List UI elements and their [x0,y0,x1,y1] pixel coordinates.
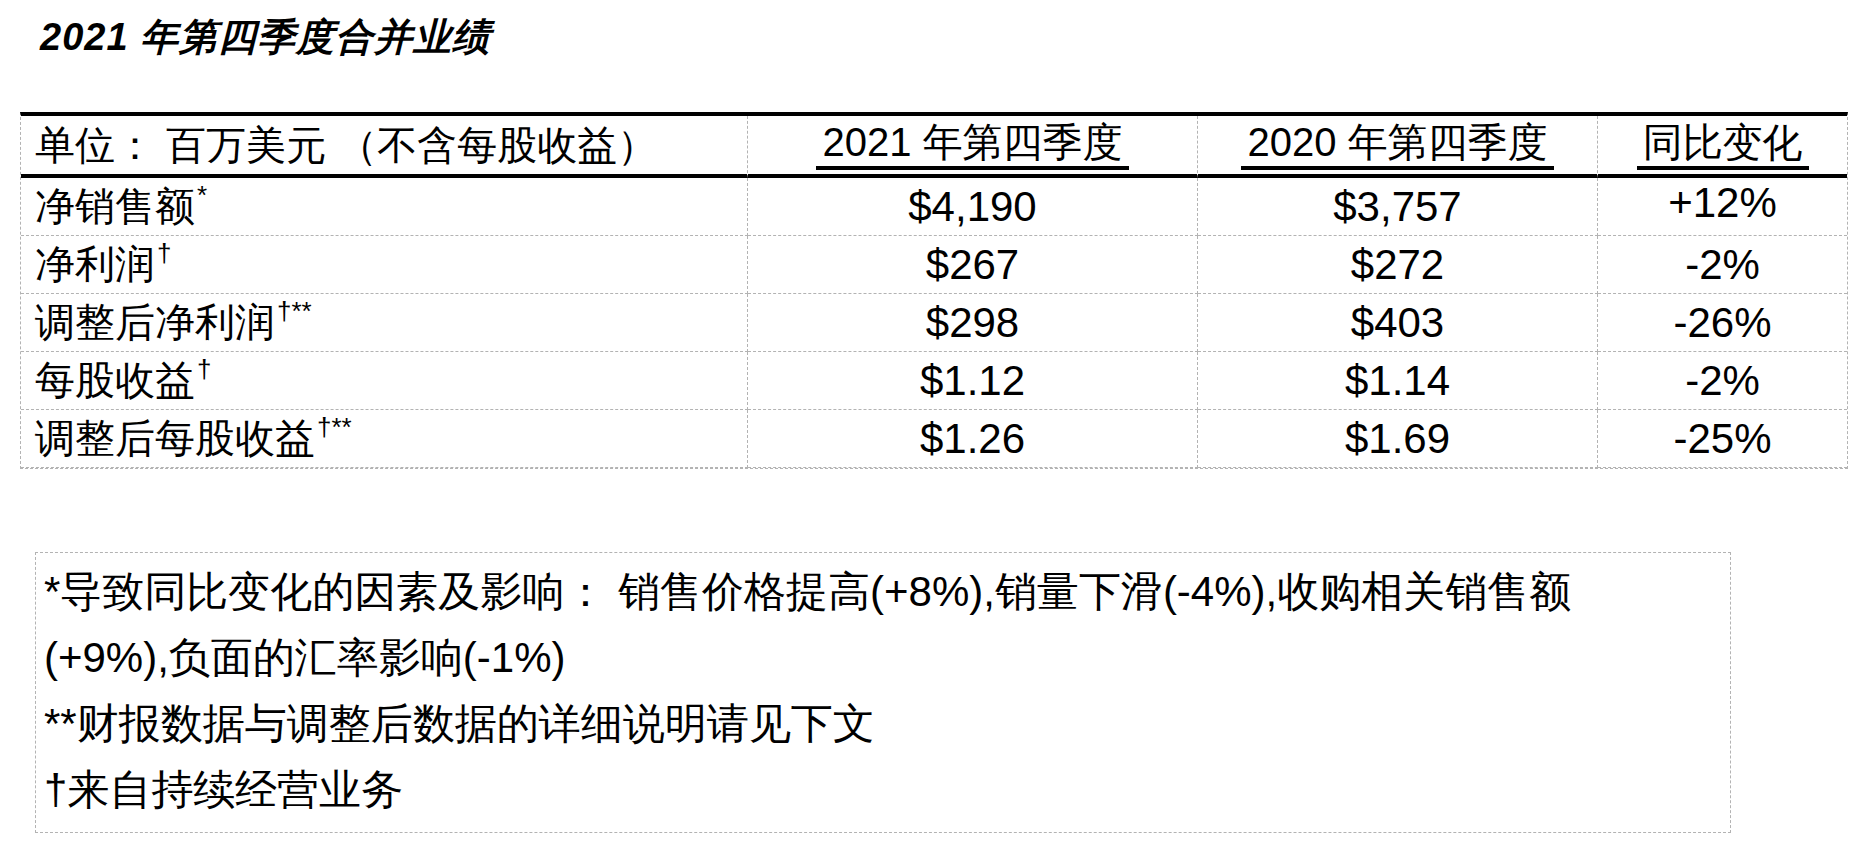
table-header-units: 单位： 百万美元 （不含每股收益） [21,116,748,178]
footnote-line-1: *导致同比变化的因素及影响： 销售价格提高(+8%),销量下滑(-4%),收购相… [44,559,1722,625]
table-header-q4-2020-label: 2020 年第四季度 [1241,121,1553,170]
net-income-2021-value: $267 [748,236,1198,294]
row-label-adjusted-eps: 调整后每股收益†** [21,410,748,468]
net-sales-yoy-value: +12% [1598,178,1847,236]
adjusted-net-income-2020-value: $403 [1198,294,1598,352]
row-label-eps: 每股收益† [21,352,748,410]
footnotes-box: *导致同比变化的因素及影响： 销售价格提高(+8%),销量下滑(-4%),收购相… [35,552,1731,833]
footnote-line-3: **财报数据与调整后数据的详细说明请见下文 [44,691,1722,757]
adjusted-net-income-yoy-value: -26% [1598,294,1847,352]
table-header-yoy-change: 同比变化 [1598,116,1847,178]
eps-yoy-value: -2% [1598,352,1847,410]
row-label-adjusted-net-income: 调整后净利润†** [21,294,748,352]
eps-2020-value: $1.14 [1198,352,1598,410]
table-header-q4-2021: 2021 年第四季度 [748,116,1198,178]
financial-results-table: 单位： 百万美元 （不含每股收益） 2021 年第四季度 2020 年第四季度 … [20,112,1848,469]
document-page: 2021 年第四季度合并业绩 单位： 百万美元 （不含每股收益） 2021 年第… [0,0,1872,842]
footnote-line-2: (+9%),负面的汇率影响(-1%) [44,625,1722,691]
row-label-net-income: 净利润† [21,236,748,294]
adjusted-eps-2021-value: $1.26 [748,410,1198,468]
net-income-2020-value: $272 [1198,236,1598,294]
eps-2021-value: $1.12 [748,352,1198,410]
page-title: 2021 年第四季度合并业绩 [40,12,491,63]
table-header-yoy-change-label: 同比变化 [1637,121,1809,170]
table-header-q4-2021-label: 2021 年第四季度 [816,121,1128,170]
footnote-line-4: †来自持续经营业务 [44,757,1722,823]
net-sales-2021-value: $4,190 [748,178,1198,236]
row-label-net-sales: 净销售额* [21,178,748,236]
net-income-yoy-value: -2% [1598,236,1847,294]
adjusted-net-income-2021-value: $298 [748,294,1198,352]
clipped-text-line: 调整后数据与财报数据的对比调节说明请见下文 [38,836,1038,842]
adjusted-eps-yoy-value: -25% [1598,410,1847,468]
table-header-q4-2020: 2020 年第四季度 [1198,116,1598,178]
net-sales-2020-value: $3,757 [1198,178,1598,236]
adjusted-eps-2020-value: $1.69 [1198,410,1598,468]
